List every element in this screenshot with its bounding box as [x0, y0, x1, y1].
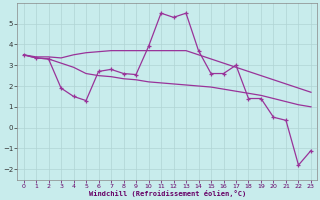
X-axis label: Windchill (Refroidissement éolien,°C): Windchill (Refroidissement éolien,°C) — [89, 190, 246, 197]
